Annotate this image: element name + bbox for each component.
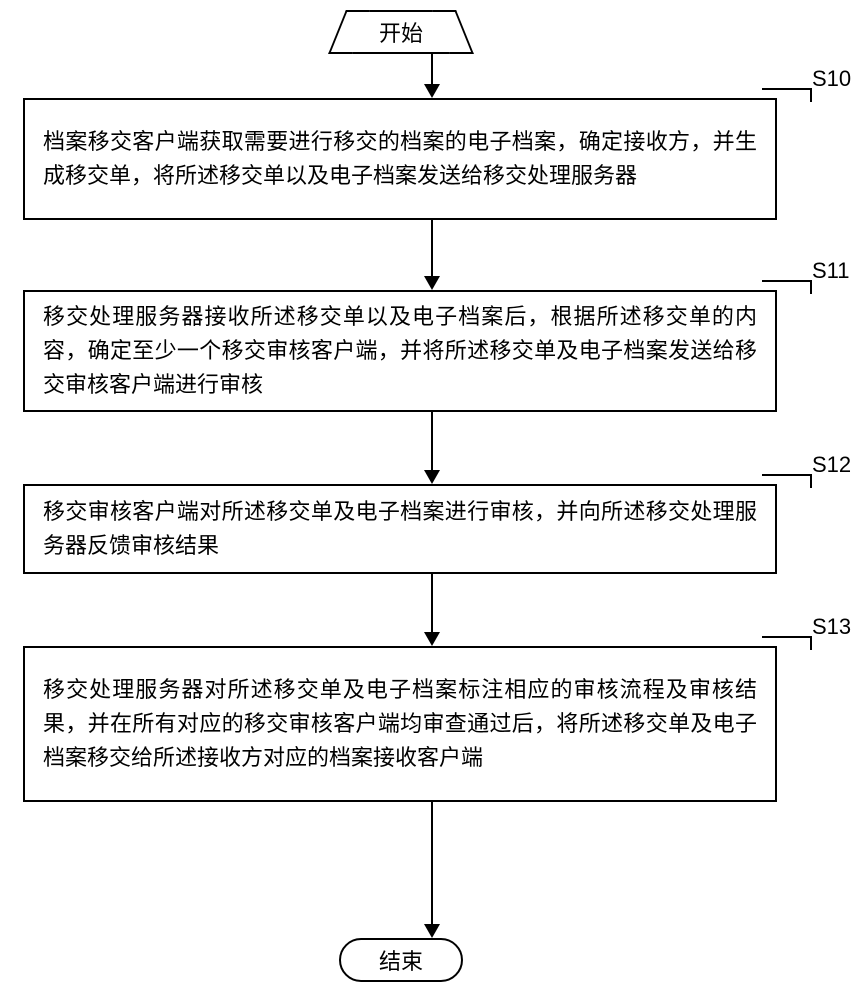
step-id-s10: S10 — [812, 66, 851, 92]
process-step-s10: 档案移交客户端获取需要进行移交的档案的电子档案，确定接收方，并生成移交单，将所述… — [23, 98, 777, 220]
process-step-s12: 移交审核客户端对所述移交单及电子档案进行审核，并向所述移交处理服务器反馈审核结果 — [23, 484, 777, 574]
process-text: 移交处理服务器对所述移交单及电子档案标注相应的审核流程及审核结果，并在所有对应的… — [43, 673, 757, 775]
process-step-s13: 移交处理服务器对所述移交单及电子档案标注相应的审核流程及审核结果，并在所有对应的… — [23, 646, 777, 802]
arrow — [431, 574, 433, 632]
arrow-head-icon — [424, 470, 440, 484]
start-label: 开始 — [379, 16, 423, 48]
end-label: 结束 — [379, 944, 423, 976]
arrow — [431, 802, 433, 924]
step-id-s13: S13 — [812, 614, 851, 640]
arrow-head-icon — [424, 276, 440, 290]
arrow — [431, 412, 433, 470]
flowchart-canvas: 开始 S10 档案移交客户端获取需要进行移交的档案的电子档案，确定接收方，并生成… — [0, 0, 864, 1000]
process-text: 档案移交客户端获取需要进行移交的档案的电子档案，确定接收方，并生成移交单，将所述… — [43, 125, 757, 193]
end-terminal: 结束 — [339, 938, 463, 982]
arrow — [431, 54, 433, 84]
step-id-s11: S11 — [812, 258, 850, 284]
step-id-s12: S12 — [812, 452, 851, 478]
arrow-head-icon — [424, 924, 440, 938]
process-step-s11: 移交处理服务器接收所述移交单以及电子档案后，根据所述移交单的内容，确定至少一个移… — [23, 290, 777, 412]
process-text: 移交审核客户端对所述移交单及电子档案进行审核，并向所述移交处理服务器反馈审核结果 — [43, 495, 757, 563]
arrow-head-icon — [424, 632, 440, 646]
arrow — [431, 220, 433, 276]
start-terminal: 开始 — [349, 10, 453, 54]
process-text: 移交处理服务器接收所述移交单以及电子档案后，根据所述移交单的内容，确定至少一个移… — [43, 300, 757, 402]
arrow-head-icon — [424, 84, 440, 98]
